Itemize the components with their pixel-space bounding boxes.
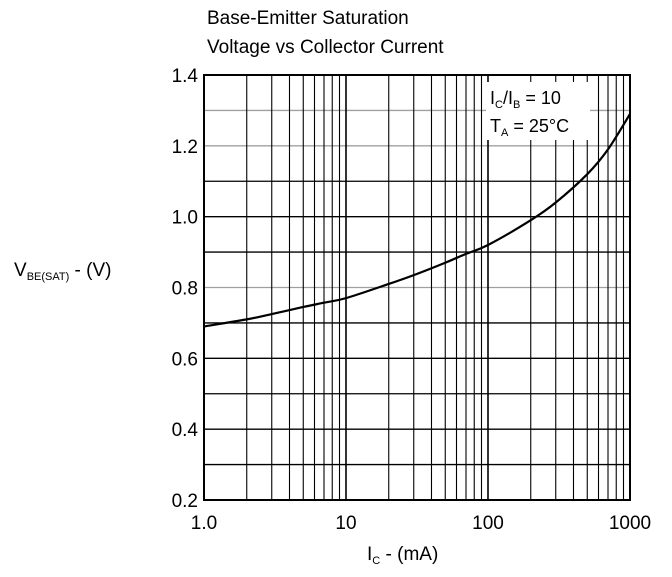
chart-title-line1: Base-Emitter Saturation bbox=[207, 8, 409, 29]
y-tick-label: 0.4 bbox=[172, 420, 199, 441]
x-tick-label: 1000 bbox=[609, 513, 651, 534]
y-axis-label: VBE(SAT) - (V) bbox=[14, 260, 111, 283]
x-tick-label: 100 bbox=[472, 513, 504, 534]
plot-frame bbox=[203, 74, 631, 501]
annotation-ta: TA = 25°C bbox=[490, 116, 569, 139]
y-tick-label: 0.6 bbox=[172, 349, 198, 370]
x-tick-labels: 1.0 10 100 1000 bbox=[191, 513, 651, 534]
y-tick-label: 0.2 bbox=[172, 491, 198, 512]
x-axis-label-main: I bbox=[367, 544, 372, 565]
axes bbox=[203, 74, 631, 501]
annotation-box bbox=[486, 82, 590, 140]
x-axis-label-sub: C bbox=[372, 555, 380, 567]
y-tick-label: 1.4 bbox=[172, 66, 199, 87]
x-axis-label: IC - (mA) bbox=[367, 544, 438, 567]
chart-title-line2: Voltage vs Collector Current bbox=[207, 37, 444, 58]
y-axis-label-suffix: - (V) bbox=[69, 260, 111, 281]
vbe-sat-curve bbox=[203, 113, 631, 328]
x-axis-label-suffix: - (mA) bbox=[380, 544, 438, 565]
x-tick-label: 10 bbox=[335, 513, 356, 534]
y-tick-label: 1.0 bbox=[172, 208, 198, 229]
curve-layer bbox=[203, 113, 631, 328]
y-axis-label-sub: BE(SAT) bbox=[27, 271, 70, 283]
x-tick-label: 1.0 bbox=[191, 513, 217, 534]
y-tick-label: 1.2 bbox=[172, 137, 198, 158]
annotation-ic-ib: IC/IB = 10 bbox=[490, 88, 561, 111]
y-axis-label-main: V bbox=[14, 260, 27, 281]
y-tick-label: 0.8 bbox=[172, 279, 198, 300]
y-tick-labels: 0.2 0.4 0.6 0.8 1.0 1.2 1.4 bbox=[172, 66, 199, 512]
